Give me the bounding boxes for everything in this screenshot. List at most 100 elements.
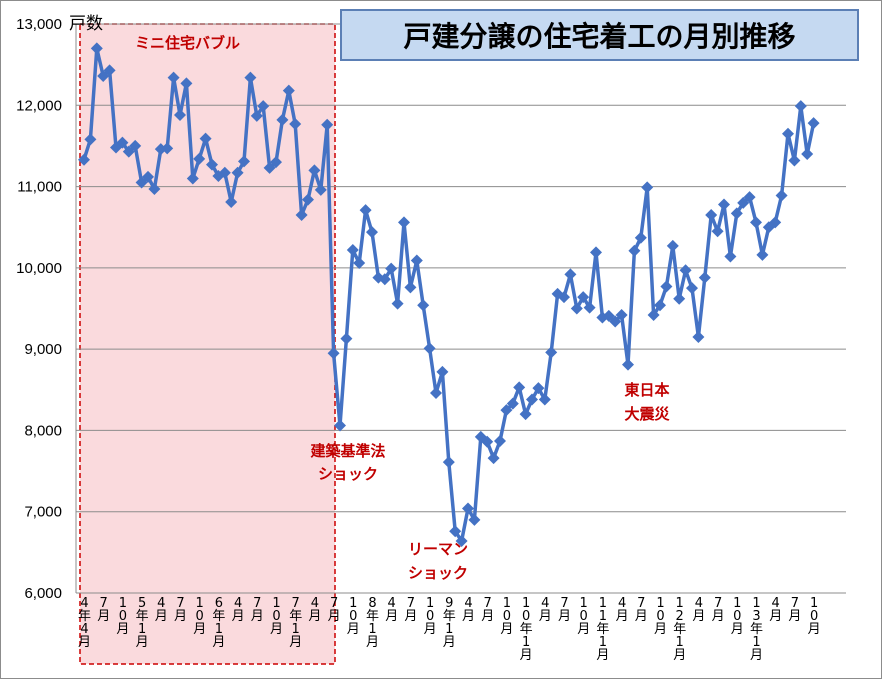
data-point	[142, 170, 154, 183]
data-point	[90, 42, 103, 55]
data-point	[346, 243, 359, 256]
y-tick-label: 10,000	[16, 260, 62, 277]
data-point	[737, 196, 750, 209]
data-point	[532, 382, 545, 395]
bubble-period-shade	[79, 23, 336, 665]
y-tick-label: 6,000	[24, 585, 62, 602]
data-point	[417, 299, 430, 312]
annotation-bubble: ミニ住宅バブル	[135, 34, 240, 52]
data-point	[378, 273, 391, 286]
y-tick-label: 11,000	[17, 179, 62, 196]
data-point	[97, 70, 110, 83]
series-markers	[78, 42, 820, 547]
data-point	[122, 145, 135, 158]
data-point	[526, 393, 538, 406]
data-point	[641, 181, 654, 194]
data-point	[705, 209, 718, 222]
data-point	[558, 291, 570, 304]
data-point	[410, 254, 423, 267]
data-point	[404, 281, 417, 294]
data-point	[647, 309, 660, 322]
data-point	[359, 204, 372, 217]
data-point	[302, 193, 314, 206]
data-point	[353, 256, 366, 269]
data-point	[276, 113, 289, 126]
annotation-building-law-line2: ショック	[318, 465, 378, 483]
data-point	[186, 172, 199, 185]
data-point	[442, 456, 455, 469]
data-point	[686, 282, 698, 295]
data-point	[250, 109, 263, 122]
y-tick-label: 9,000	[24, 341, 62, 358]
data-point	[314, 183, 327, 196]
data-point	[583, 301, 596, 314]
data-point	[666, 239, 679, 252]
data-point	[622, 358, 634, 371]
data-point	[609, 315, 622, 328]
data-point	[782, 127, 794, 140]
data-point	[231, 166, 244, 179]
data-point	[468, 513, 481, 526]
annotation-lehman-line1: リーマン	[408, 540, 468, 558]
data-point	[570, 302, 583, 315]
data-point	[673, 292, 686, 305]
data-point	[244, 71, 257, 84]
data-point	[174, 109, 186, 122]
x-axis-tick-labels: 4 年 4 月7 月1 0 月5 年 1 月4 月7 月1 0 月6 年 1 月4 月7 月1 0 月7 年 1 月4 月7 月1…	[78, 596, 821, 663]
data-point	[788, 154, 801, 167]
data-point	[263, 161, 276, 174]
data-point	[506, 397, 519, 410]
data-point	[654, 299, 666, 312]
data-point	[602, 309, 615, 322]
data-point	[295, 209, 308, 222]
y-tick-label: 8,000	[24, 422, 62, 439]
data-point	[282, 84, 295, 97]
data-point	[161, 142, 174, 155]
data-point	[615, 309, 628, 322]
data-point	[564, 268, 577, 281]
data-point	[487, 452, 500, 465]
data-point	[711, 225, 724, 238]
data-point	[366, 226, 378, 239]
data-point	[775, 189, 788, 202]
data-point	[577, 291, 590, 304]
data-point	[430, 387, 442, 400]
data-point	[199, 132, 212, 145]
data-point	[794, 100, 807, 113]
data-point	[334, 419, 346, 432]
data-point	[519, 408, 532, 421]
data-point	[750, 216, 762, 229]
chart-title-box: 戸建分譲の住宅着工の月別推移	[340, 9, 859, 61]
data-point	[724, 250, 737, 263]
y-tick-label: 13,000	[16, 16, 62, 33]
y-tick-label: 12,000	[16, 97, 62, 114]
data-point	[167, 71, 180, 84]
data-point	[455, 534, 468, 547]
